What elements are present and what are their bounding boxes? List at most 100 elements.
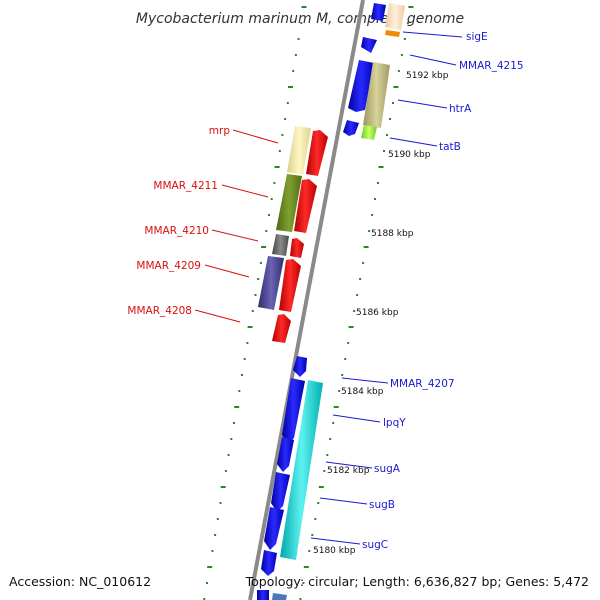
major-tick [220,486,226,488]
minor-tick [284,118,287,120]
genome-backbone [248,0,365,600]
minor-tick [329,438,332,440]
minor-tick [314,518,317,520]
kbp-label: 5184 kbp [341,387,384,397]
label-sigE[interactable]: sigE [466,31,488,43]
minor-tick [224,470,227,472]
major-tick [318,486,324,488]
label-mrp[interactable]: mrp [209,125,231,137]
minor-tick [377,182,379,184]
minor-tick [332,422,335,424]
major-tick [378,166,384,168]
major-tick [207,566,213,568]
minor-tick [344,358,347,360]
label-lpqY[interactable]: lpqY [383,417,406,429]
minor-tick [268,214,270,216]
gene-sugA[interactable] [271,472,290,512]
minor-tick [356,294,359,296]
gene-sigE-tip[interactable] [361,37,377,53]
minor-tick [243,358,246,360]
label-sugC[interactable]: sugC [362,539,388,551]
feature-bottom-steel[interactable] [272,593,287,600]
minor-tick [292,70,295,72]
minor-tick [299,598,302,600]
minor-tick [219,502,222,504]
minor-tick [214,534,217,536]
label-MMAR_4207[interactable]: MMAR_4207 [390,378,455,390]
minor-tick [371,214,374,216]
minor-tick [403,38,406,40]
feature-MMAR_4210-gray[interactable] [272,234,289,256]
minor-tick [297,38,300,40]
major-tick [408,6,414,8]
feature-MMAR_4209-slate[interactable] [258,256,284,310]
minor-tick [233,422,235,424]
gene-MMAR_4208-red[interactable] [272,314,291,343]
minor-tick [397,70,400,72]
minor-tick [353,310,356,312]
right-callout-lines [310,31,463,545]
minor-tick [326,454,329,456]
minor-tick [368,230,371,232]
feature-peach[interactable] [385,3,405,30]
minor-tick [300,22,303,24]
major-tick [301,6,307,8]
gene-MMAR_4209-red[interactable] [279,259,301,312]
minor-tick [257,278,260,280]
label-sugB[interactable]: sugB [369,499,395,511]
minor-tick [362,262,365,264]
minor-tick [406,22,409,24]
feature-orange[interactable] [385,30,400,37]
minor-tick [359,278,362,280]
minor-tick [265,230,268,232]
gene-MMAR_4207[interactable] [282,378,305,444]
label-MMAR_4215[interactable]: MMAR_4215 [459,60,524,72]
gene-MMAR_4207-head[interactable] [293,356,307,377]
minor-tick [238,390,241,392]
minor-tick [383,150,385,152]
reverse-strand-genes [272,130,328,343]
gene-sigE-arrow[interactable] [371,3,386,21]
major-tick [363,246,369,248]
minor-tick [259,262,262,264]
label-MMAR_4208[interactable]: MMAR_4208 [127,305,192,317]
gene-mrp-red[interactable] [306,130,328,176]
gene-MMAR_4215[interactable] [348,60,374,112]
major-tick [348,326,354,328]
minor-tick [317,502,320,504]
kbp-label: 5188 kbp [371,229,414,239]
minor-tick [286,102,289,104]
map-title: Mycobacterium marinum M, complete genome [136,11,464,27]
label-sugA[interactable]: sugA [374,463,401,475]
gene-bottom-fragment[interactable] [257,590,269,600]
minor-tick [216,518,219,520]
gene-sugB[interactable] [264,507,284,550]
kbp-label: 5192 kbp [406,71,449,81]
minor-tick [392,102,394,104]
gene-lpqY[interactable] [277,437,294,472]
label-MMAR_4211[interactable]: MMAR_4211 [153,180,218,192]
label-htrA[interactable]: htrA [449,103,472,115]
feature-lpqY-cyan[interactable] [280,380,323,560]
feature-tatB-lime[interactable] [361,125,377,140]
minor-tick [400,54,403,56]
label-MMAR_4209[interactable]: MMAR_4209 [136,260,201,272]
gene-MMAR_4210-red[interactable] [290,238,304,258]
kbp-label: 5186 kbp [356,308,399,318]
major-tick [274,166,280,168]
feature-MMAR_4211-olive[interactable] [276,174,302,232]
gene-sugC[interactable] [261,550,277,576]
kbp-label: 5190 kbp [388,150,431,160]
feature-mrp-cream[interactable] [287,126,311,175]
minor-tick [341,374,344,376]
major-tick [247,326,253,328]
feature-htrA-khaki[interactable] [363,62,390,128]
label-MMAR_4210[interactable]: MMAR_4210 [144,225,209,237]
outer-tick-track [203,6,307,600]
minor-tick [311,534,314,536]
gene-htrA-tip[interactable] [343,120,359,136]
label-tatB[interactable]: tatB [439,141,461,153]
topology-text: Topology: circular; Length: 6,636,827 bp… [245,574,589,589]
gene-MMAR_4211-red[interactable] [294,179,317,233]
